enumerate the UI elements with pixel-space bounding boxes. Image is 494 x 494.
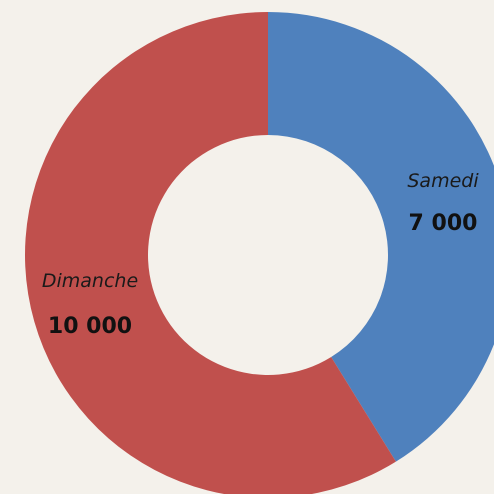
slice-label: Samedi (407, 170, 479, 192)
value-label: 10 000 (48, 314, 132, 339)
donut-slice (25, 12, 396, 494)
donut-slice (268, 12, 494, 462)
slice-label: Dimanche (42, 270, 138, 292)
value-label: 7 000 (409, 211, 478, 236)
